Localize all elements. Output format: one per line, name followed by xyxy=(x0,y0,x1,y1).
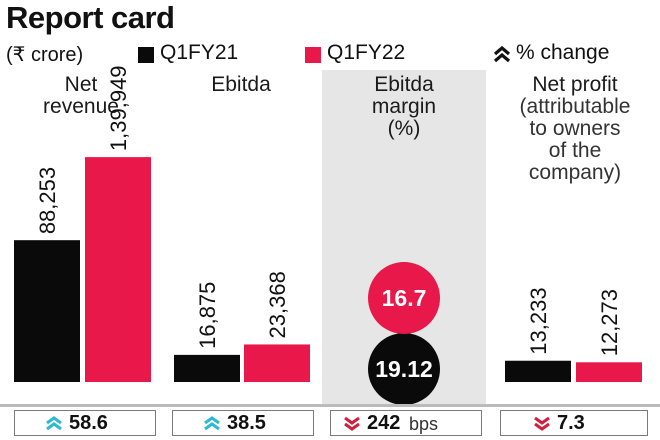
bar-q1fy21 xyxy=(174,354,240,382)
change-box-net-profit: 7.3 xyxy=(500,410,648,436)
change-unit: bps xyxy=(409,414,439,434)
change-value: 58.6 xyxy=(69,412,108,434)
baseline xyxy=(0,404,660,407)
legend-swatch-q1fy22 xyxy=(305,47,321,63)
legend-label-q1fy21: Q1FY21 xyxy=(160,41,239,64)
change-box-net-revenue: 58.6 xyxy=(14,410,156,436)
double-chevron-up-icon xyxy=(493,45,511,63)
change-value: 38.5 xyxy=(227,412,266,434)
bar-q1fy22 xyxy=(576,362,642,382)
change-value: 242 xyxy=(367,412,401,434)
double-chevron-up-icon xyxy=(46,416,62,431)
bar-q1fy22 xyxy=(244,344,310,382)
data-label: 16.7 xyxy=(382,285,427,311)
panel-title-line: Ebitda xyxy=(211,73,271,96)
margin-circle-q1fy21 xyxy=(368,333,440,405)
change-box-ebitda: 38.5 xyxy=(172,410,314,436)
bar-q1fy21 xyxy=(505,360,571,382)
data-label: 13,233 xyxy=(526,287,551,354)
chart-title: Report card xyxy=(6,0,175,35)
unit-label: (₹ crore) xyxy=(6,44,84,66)
margin-circle-q1fy22 xyxy=(368,262,440,334)
bar-q1fy21 xyxy=(14,240,80,382)
panel-title-line: Net profit xyxy=(532,73,618,96)
legend-label-q1fy22: Q1FY22 xyxy=(327,41,406,64)
data-label: 88,253 xyxy=(35,167,60,234)
panel-title-line: margin xyxy=(371,95,437,118)
legend: (₹ crore) Q1FY21 Q1FY22 % change xyxy=(0,40,660,70)
panel-title-line: company) xyxy=(528,161,622,184)
data-label: 16,875 xyxy=(195,282,220,349)
data-label: 23,368 xyxy=(265,271,290,338)
panel-title-line: Ebitda xyxy=(374,73,434,96)
panel-title-line: Net xyxy=(64,73,98,96)
panel-net-revenue: Net revenue xyxy=(0,70,162,404)
double-chevron-up-icon xyxy=(204,416,220,431)
data-label: 12,273 xyxy=(597,289,622,356)
panel-title-line: revenue xyxy=(43,95,119,118)
panel-net-profit: Net profit (attributable to owners of th… xyxy=(490,70,660,404)
panel-title-line: (attributable xyxy=(519,95,631,118)
legend-label-change: % change xyxy=(516,41,610,64)
change-value: 7.3 xyxy=(557,412,585,434)
legend-swatch-q1fy21 xyxy=(138,47,154,63)
double-chevron-down-icon xyxy=(344,416,360,431)
panel-title-line: (%) xyxy=(387,117,421,140)
panel-ebitda: Ebitda xyxy=(162,70,320,404)
panel-title-line: to owners xyxy=(529,117,621,140)
panel-title-line: of the xyxy=(548,139,602,162)
data-label: 1,39,949 xyxy=(106,65,131,151)
bar-q1fy22 xyxy=(85,157,151,382)
double-chevron-down-icon xyxy=(534,416,550,431)
data-label: 19.12 xyxy=(375,356,433,382)
change-box-ebitda-margin: 242 bps xyxy=(330,410,482,436)
